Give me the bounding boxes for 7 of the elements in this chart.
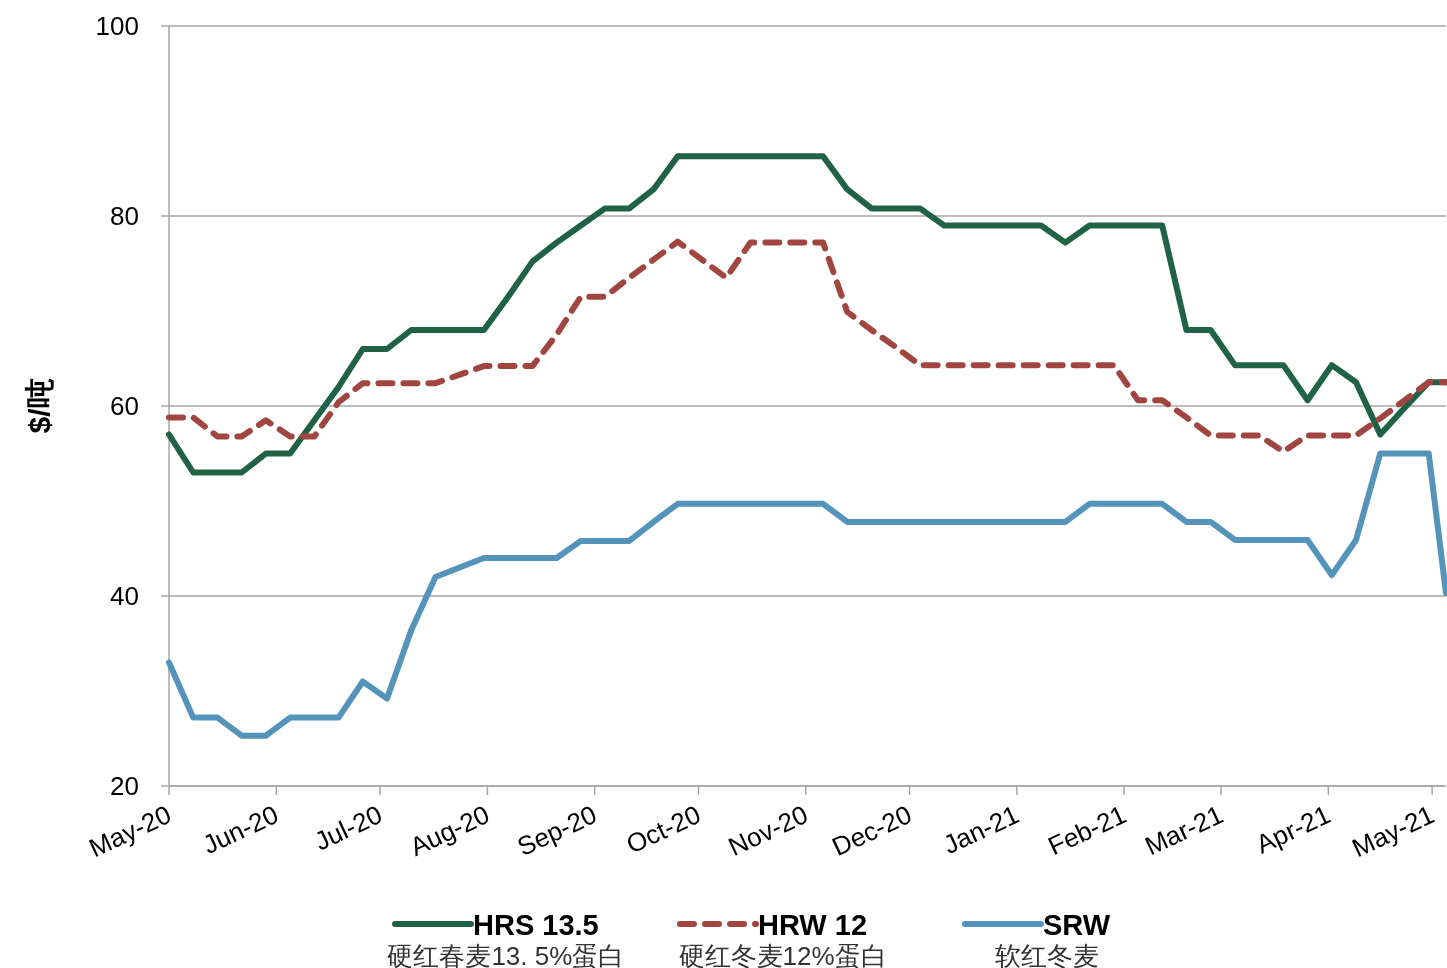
y-tick-label: 100 (95, 11, 139, 41)
y-tick-label: 20 (110, 771, 139, 801)
y-tick-label: 80 (110, 201, 139, 231)
y-axis-title: $/吨 (23, 378, 56, 434)
y-tick-label: 40 (110, 581, 139, 611)
y-tick-label: 60 (110, 391, 139, 421)
x-tick-label: Jul-20 (309, 799, 387, 857)
